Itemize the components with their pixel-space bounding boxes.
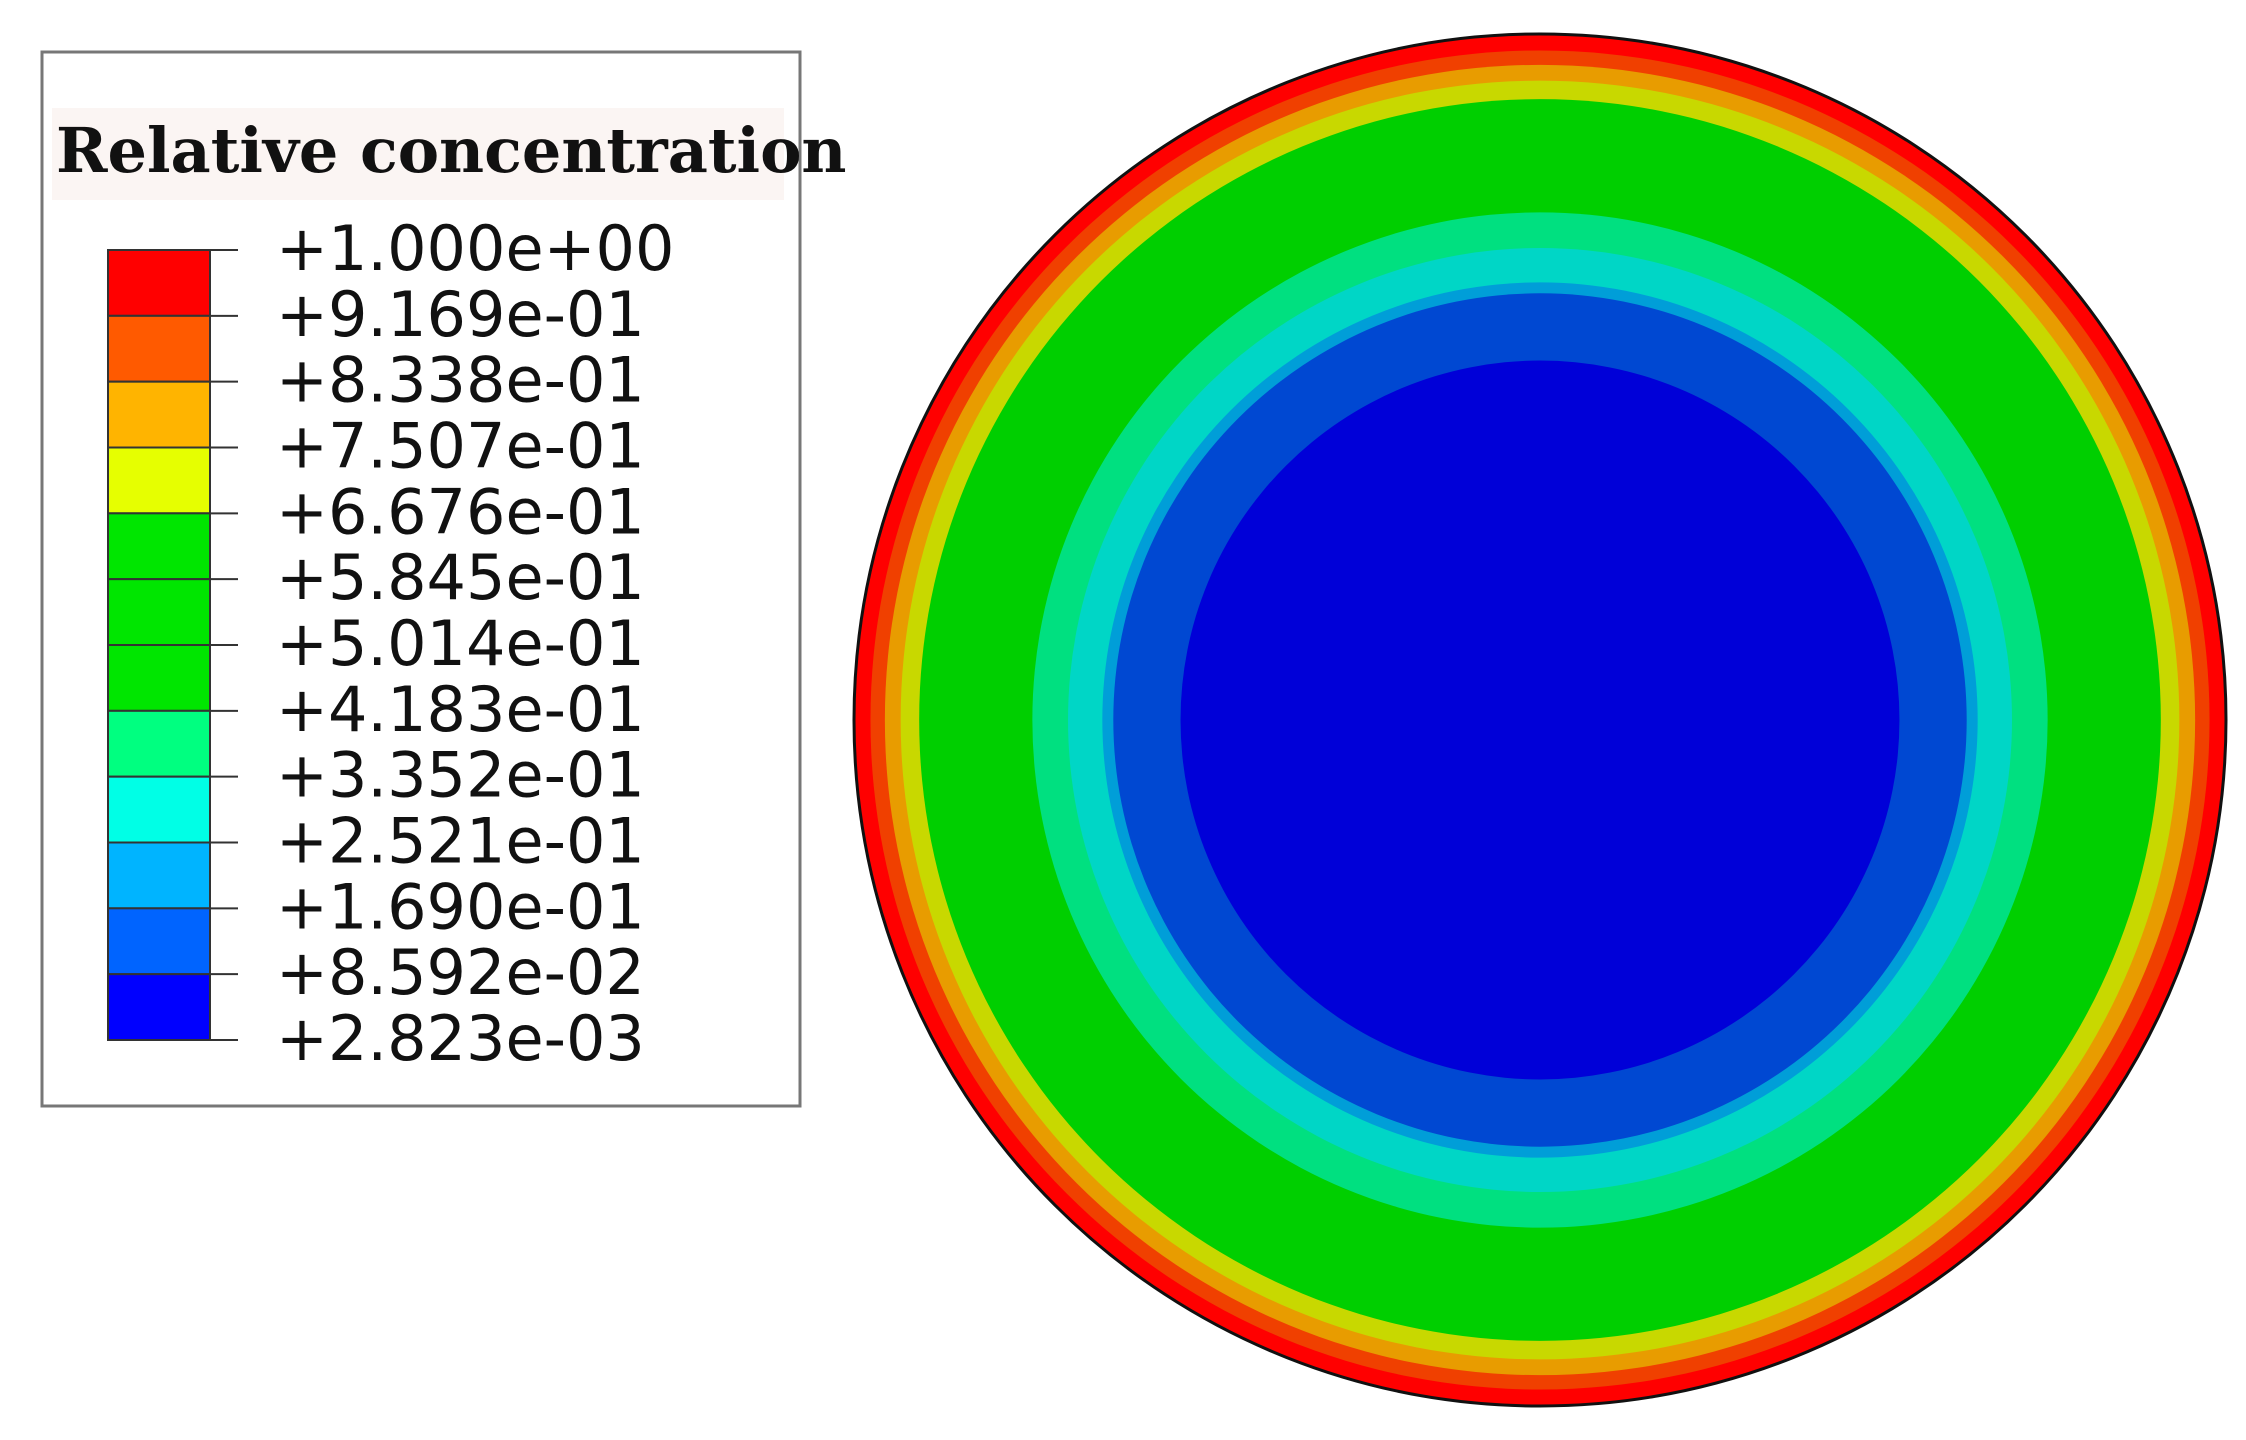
colorbar-tick-label: +7.507e-01 bbox=[276, 410, 645, 483]
colorbar-band bbox=[107, 249, 211, 317]
colorbar-band bbox=[107, 512, 211, 581]
colorbar-tick-label: +8.338e-01 bbox=[276, 344, 645, 417]
legend-title-background bbox=[52, 108, 784, 200]
colorbar-band bbox=[107, 973, 211, 1042]
colorbar-tick-label: +5.845e-01 bbox=[276, 541, 645, 614]
colorbar-tick-label: +2.521e-01 bbox=[276, 805, 645, 878]
colorbar-tick-label: +5.014e-01 bbox=[276, 607, 645, 680]
colorbar-band bbox=[107, 775, 211, 844]
colorbar-band bbox=[107, 578, 211, 647]
field-outline bbox=[852, 32, 2228, 1408]
colorbar-tick-label: +9.169e-01 bbox=[276, 278, 645, 351]
colorbar-band bbox=[107, 314, 211, 383]
colorbar-band bbox=[107, 644, 211, 712]
colorbar-band bbox=[107, 446, 211, 515]
legend-title: Relative concentration bbox=[56, 114, 847, 187]
colorbar-band bbox=[107, 907, 211, 976]
colorbar-band bbox=[107, 380, 211, 449]
colorbar-tick-label: +4.183e-01 bbox=[276, 673, 645, 746]
colorbar-tick-label: +1.000e+00 bbox=[276, 212, 674, 285]
colorbar: +1.000e+00+9.169e-01+8.338e-01+7.507e-01… bbox=[107, 212, 674, 1075]
colorbar-tick-label: +3.352e-01 bbox=[276, 739, 645, 812]
colorbar-tick-label: +8.592e-02 bbox=[276, 936, 645, 1009]
colorbar-tick-label: +2.823e-03 bbox=[276, 1002, 645, 1075]
colorbar-tick-label: +1.690e-01 bbox=[276, 870, 645, 943]
concentration-field bbox=[852, 32, 2228, 1408]
colorbar-band bbox=[107, 841, 211, 910]
contour-ring bbox=[1180, 360, 1900, 1080]
colorbar-band bbox=[107, 709, 211, 778]
legend: Relative concentration +1.000e+00+9.169e… bbox=[40, 50, 847, 1108]
colorbar-tick-label: +6.676e-01 bbox=[276, 475, 645, 548]
